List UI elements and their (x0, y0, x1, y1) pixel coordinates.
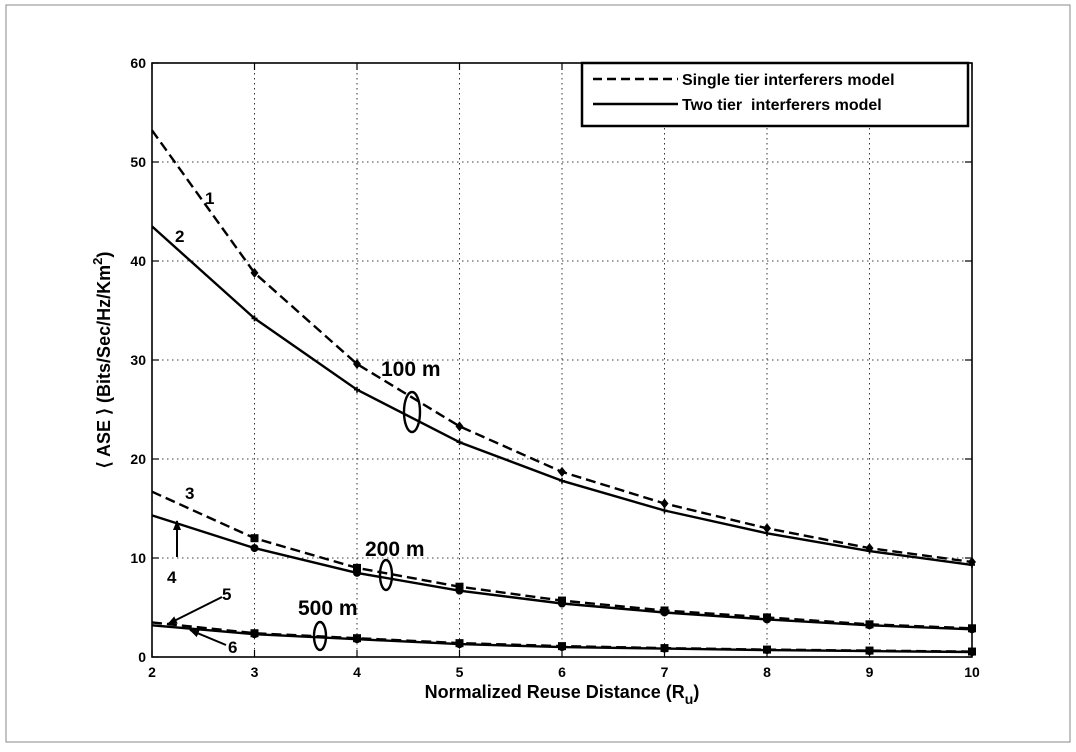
y-tick-label: 50 (130, 154, 146, 170)
grid-lines (151, 62, 973, 658)
data-point-1 (455, 421, 464, 432)
arrow-label-5 (167, 596, 223, 625)
data-point-1 (250, 267, 259, 278)
data-point-6 (968, 648, 976, 657)
x-tick-label: 7 (661, 664, 669, 680)
data-point-6 (455, 640, 464, 649)
ellipse-500m (312, 620, 328, 652)
data-point-6 (353, 635, 361, 644)
ellipse-200m (378, 558, 394, 592)
data-point-2 (866, 548, 873, 555)
tick-labels: 2 3 4 5 6 7 8 9 10 0 10 20 30 40 50 60 (130, 55, 980, 680)
data-point-2 (969, 561, 975, 568)
x-tick-label: 3 (251, 664, 259, 680)
y-axis-title: ⟨ ASE ⟩ (Bits/Sec/Hz/Km2) (90, 252, 114, 469)
y-tick-label: 10 (130, 550, 146, 566)
x-tick-label: 5 (456, 664, 464, 680)
x-axis-title: Normalized Reuse Distance (Ru) (425, 682, 700, 707)
data-point-2 (559, 477, 565, 484)
data-point-3 (353, 563, 361, 572)
group-label-200m: 200 m (365, 538, 425, 561)
data-point-6 (865, 647, 874, 656)
data-point-2 (251, 315, 258, 322)
data-point-2 (764, 530, 770, 537)
x-tick-label: 10 (964, 664, 980, 680)
y-tick-label: 30 (130, 352, 146, 368)
data-point-1 (763, 523, 771, 534)
x-tick-label: 2 (148, 664, 156, 680)
data-point-4 (455, 586, 464, 595)
arrow-label-6 (189, 629, 227, 646)
data-point-4 (763, 615, 771, 624)
curve-label-2: 2 (175, 227, 184, 246)
data-point-1 (660, 498, 669, 509)
y-tick-label: 0 (138, 649, 146, 665)
legend: Single tier interferers model Two tier i… (580, 61, 970, 128)
data-point-4 (558, 599, 566, 608)
legend-box (580, 61, 970, 128)
data-point-6 (558, 643, 566, 652)
x-tick-label: 9 (866, 664, 874, 680)
y-tick-label: 20 (130, 451, 146, 467)
data-point-2 (354, 386, 360, 393)
data-point-4 (660, 608, 669, 617)
data-point-1 (353, 358, 361, 369)
data-point-1 (558, 466, 566, 477)
y-tick-label: 40 (130, 253, 146, 269)
x-tick-label: 8 (763, 664, 771, 680)
data-point-4 (968, 625, 976, 634)
curve-label-6: 6 (228, 638, 237, 657)
ellipse-100m (402, 390, 422, 434)
group-label-500m: 500 m (298, 597, 358, 620)
x-tick-label: 4 (353, 664, 361, 680)
data-series (151, 129, 976, 657)
x-tick-label: 6 (558, 664, 566, 680)
group-label-100m: 100 m (381, 358, 441, 381)
legend-label-single-tier: Single tier interferers model (682, 72, 895, 89)
curve-label-4: 4 (167, 568, 177, 587)
curve-label-3: 3 (185, 484, 194, 503)
data-point-3 (250, 534, 259, 543)
data-point-6 (660, 644, 669, 653)
data-point-6 (763, 646, 771, 655)
annotations: 1 2 3 4 5 6 100 m 200 m 500 m (167, 189, 441, 657)
data-point-2 (661, 507, 668, 514)
data-point-2 (456, 439, 463, 446)
legend-label-two-tier: Two tier interferers model (682, 97, 882, 114)
data-point-4 (865, 621, 874, 630)
data-point-4 (250, 544, 259, 553)
curve-label-1: 1 (205, 189, 214, 208)
y-tick-label: 60 (130, 55, 146, 71)
data-point-6 (250, 630, 259, 639)
curve-label-5: 5 (222, 585, 231, 604)
data-point-4 (353, 568, 361, 577)
